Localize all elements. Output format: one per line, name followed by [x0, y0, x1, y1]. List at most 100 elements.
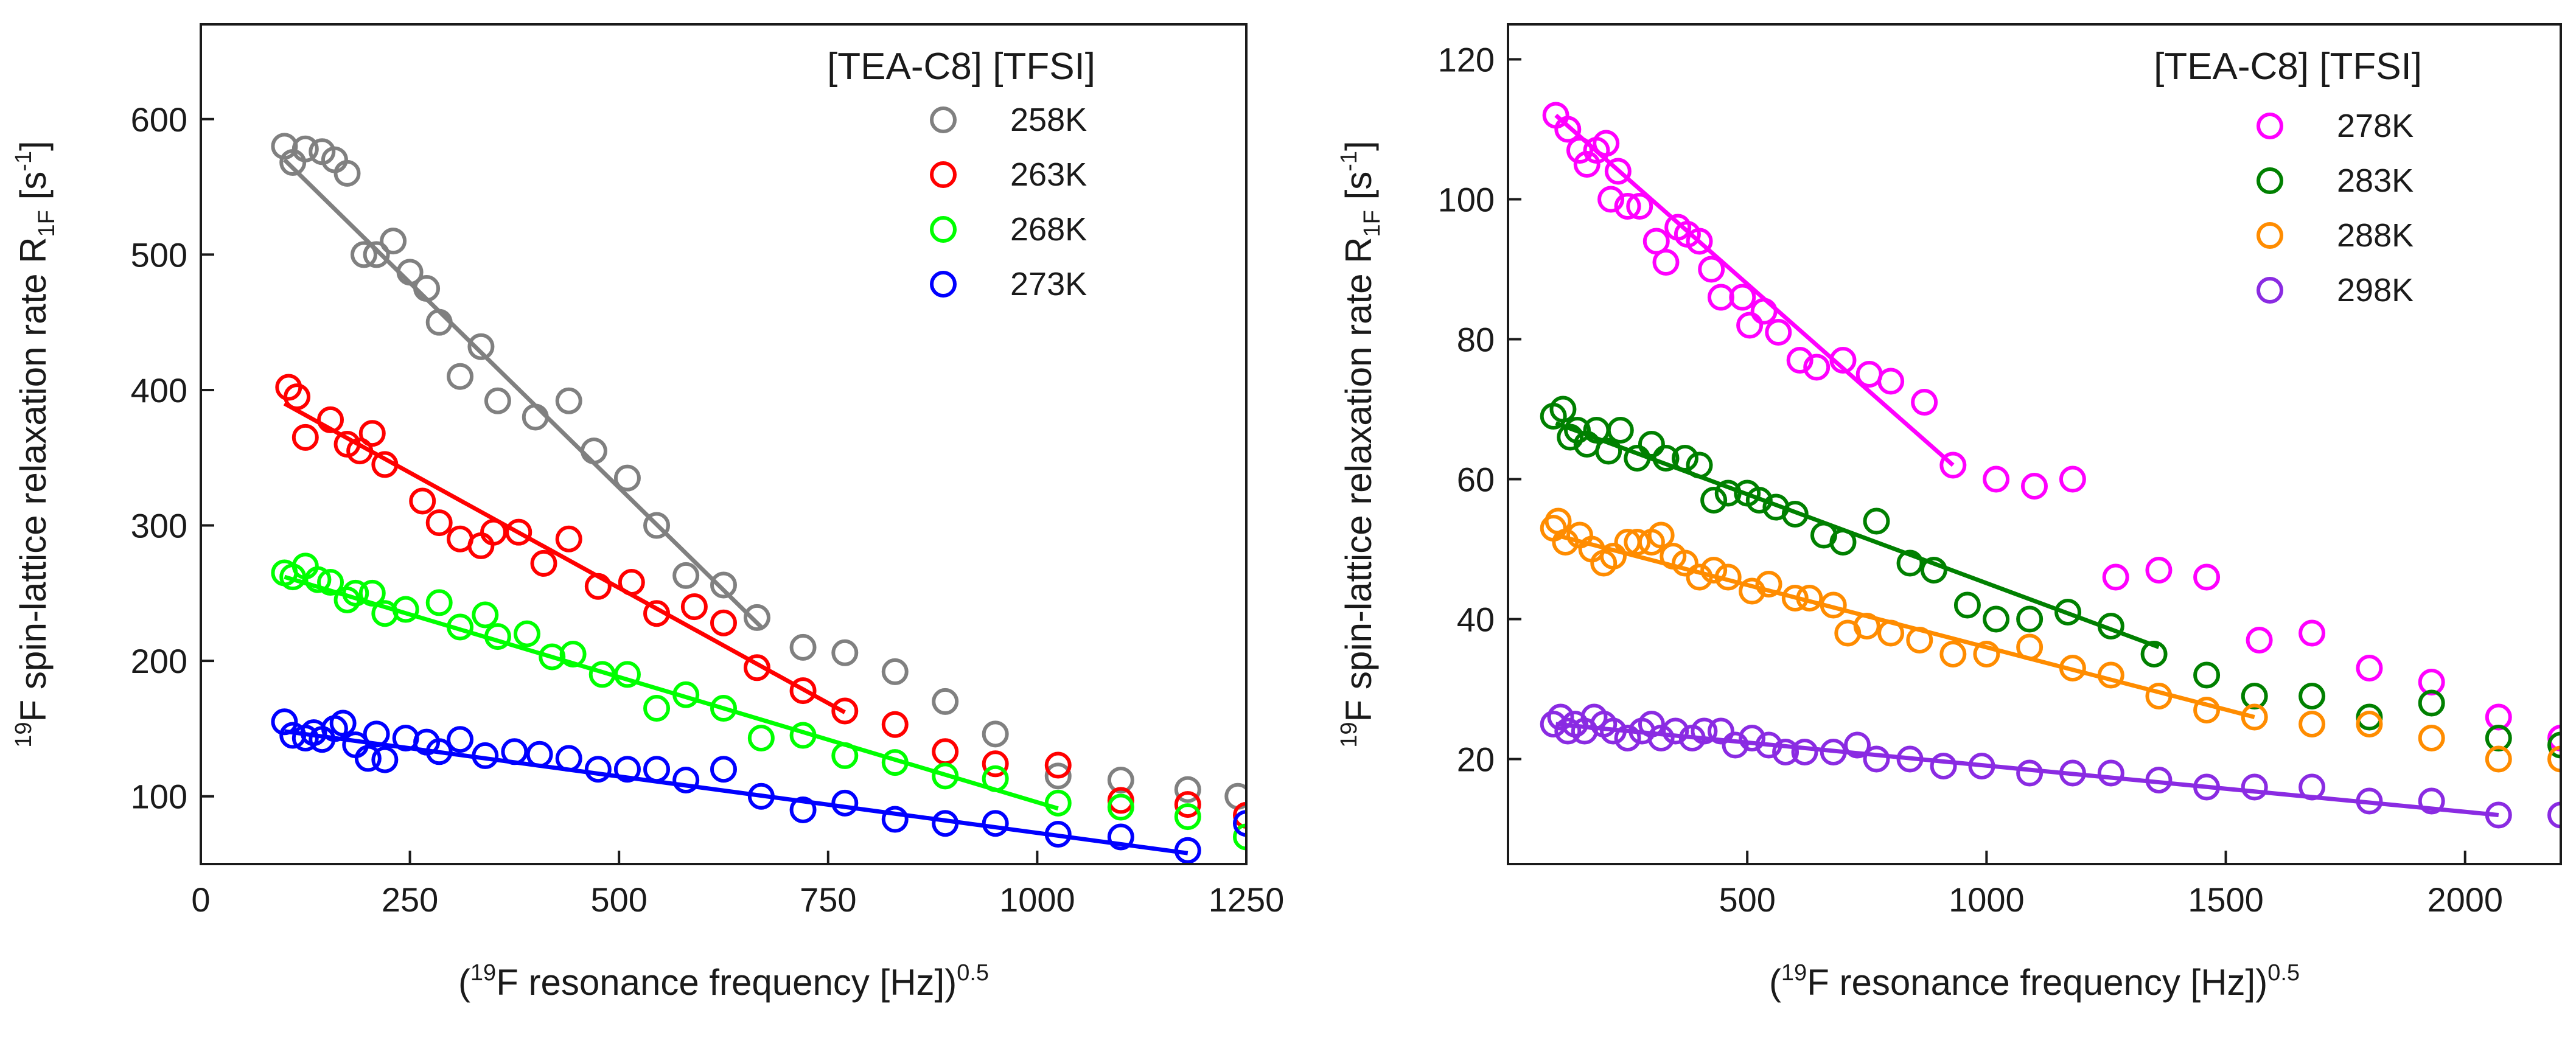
- data-point: [1593, 130, 1620, 157]
- data-point: [881, 806, 909, 833]
- legend-label: 278K: [2337, 108, 2414, 144]
- data-point: [2418, 669, 2445, 695]
- data-point: [2299, 619, 2326, 647]
- data-point: [1595, 437, 1622, 465]
- data-point: [743, 604, 770, 631]
- data-point: [1691, 717, 1718, 745]
- data-point: [584, 756, 612, 783]
- data-point: [982, 750, 1009, 778]
- series-288K: [1540, 507, 2561, 773]
- y-tick-label: 20: [1457, 741, 1495, 779]
- data-point: [643, 512, 671, 539]
- data-point: [2246, 627, 2273, 653]
- fit-line: [284, 729, 1189, 856]
- data-point: [1107, 767, 1134, 793]
- series-263K: [275, 374, 1246, 829]
- data-point: [982, 810, 1009, 837]
- data-point: [317, 569, 344, 596]
- data-point: [831, 697, 859, 725]
- data-point: [447, 726, 474, 753]
- data-point: [467, 532, 495, 559]
- fit-line: [283, 402, 846, 714]
- data-point: [526, 741, 553, 768]
- data-point: [1652, 249, 1680, 276]
- plot-frame: [1507, 23, 2562, 865]
- series-283K: [1540, 396, 2561, 759]
- data-point: [1772, 739, 1799, 765]
- data-point: [351, 241, 378, 268]
- x-tick-label: 500: [590, 880, 647, 919]
- data-point: [555, 525, 582, 552]
- data-point: [789, 677, 817, 705]
- chart-panel-2: 500 1000 1500 2000 20 40 60 80 100 120 [TEA-C8] [T…: [1336, 23, 2562, 1003]
- data-point: [354, 745, 382, 772]
- data-point: [1554, 116, 1582, 143]
- data-point: [710, 695, 737, 722]
- data-point: [2547, 731, 2561, 759]
- data-point: [425, 509, 453, 537]
- data-point: [881, 658, 909, 685]
- data-point: [1707, 717, 1734, 745]
- data-point: [1939, 451, 1967, 479]
- fit-line: [284, 574, 1059, 811]
- data-point: [1698, 256, 1725, 283]
- data-point: [789, 796, 817, 823]
- data-point: [831, 639, 859, 666]
- data-point: [1781, 585, 1809, 612]
- data-point: [710, 756, 737, 783]
- data-point: [881, 711, 909, 738]
- data-point: [2299, 683, 2326, 709]
- legend-marker: [930, 161, 957, 188]
- data-point: [1755, 571, 1782, 598]
- data-point: [559, 641, 587, 667]
- data-point: [2418, 725, 2445, 751]
- x-tick-label: 250: [382, 880, 438, 919]
- data-point: [2356, 655, 2383, 681]
- data-point: [409, 487, 436, 515]
- data-point: [1745, 487, 1773, 514]
- data-point: [1911, 389, 1938, 416]
- data-point: [2418, 787, 2445, 815]
- x-tick-label: 1500: [2188, 880, 2264, 919]
- y-tick-label: 80: [1457, 321, 1495, 359]
- legend-marker: [930, 216, 957, 243]
- data-point: [1930, 753, 1957, 779]
- data-point: [329, 709, 357, 737]
- legend-label: 288K: [2337, 217, 2414, 254]
- data-point: [2021, 473, 2048, 500]
- legend-label: 258K: [1010, 102, 1087, 138]
- data-point: [1803, 354, 1831, 381]
- data-point: [580, 437, 607, 465]
- legend-label: 268K: [1010, 211, 1087, 248]
- data-point: [304, 566, 332, 593]
- y-tick-label: 600: [131, 100, 187, 139]
- data-point: [1983, 465, 2010, 493]
- data-point: [1707, 284, 1734, 311]
- data-point: [2193, 563, 2221, 591]
- data-point: [1953, 591, 1981, 619]
- data-point: [2547, 801, 2561, 829]
- data-point: [472, 601, 499, 629]
- data-point: [789, 633, 817, 661]
- data-point: [672, 767, 700, 793]
- data-point: [1233, 801, 1246, 829]
- legend-marker: [930, 271, 957, 298]
- data-point: [1722, 731, 1749, 759]
- data-point: [1233, 810, 1246, 837]
- data-point: [672, 562, 700, 589]
- data-point: [1614, 193, 1641, 220]
- data-point: [1107, 787, 1134, 814]
- data-point: [1607, 417, 1634, 444]
- legend-marker: [2257, 222, 2283, 249]
- data-point: [1642, 228, 1670, 255]
- data-point: [2193, 661, 2221, 689]
- data-point: [2193, 697, 2221, 723]
- data-point: [743, 654, 770, 681]
- data-point: [643, 695, 671, 722]
- data-point: [1174, 776, 1201, 803]
- data-point: [425, 589, 453, 616]
- data-point: [2140, 641, 2168, 667]
- data-point: [2054, 599, 2082, 626]
- data-point: [613, 756, 641, 783]
- data-point: [1686, 228, 1713, 255]
